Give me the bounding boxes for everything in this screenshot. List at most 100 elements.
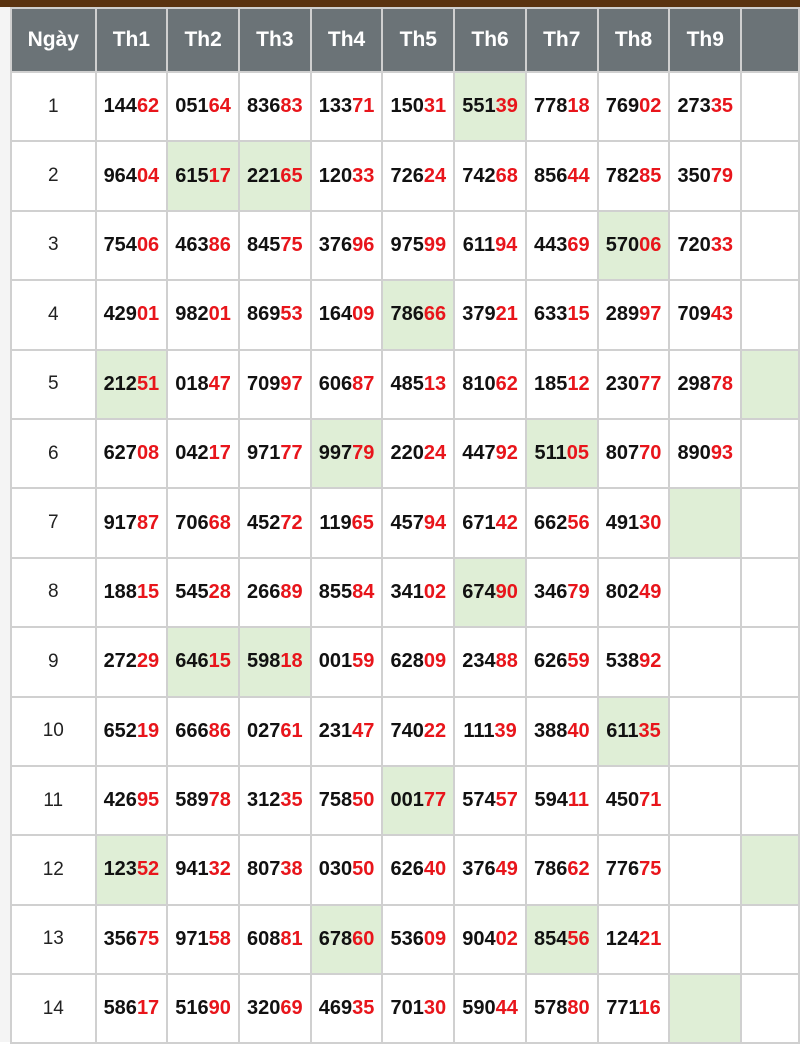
result-cell: 37696 xyxy=(309,209,384,282)
number-tail: 78 xyxy=(710,372,734,395)
result-cell: 57006 xyxy=(596,209,671,282)
result-cell: 59818 xyxy=(237,626,312,698)
number-tail: 01 xyxy=(136,303,160,326)
result-cell: 26689 xyxy=(237,556,312,629)
results-table: Ngày Th1 Th2 Th3 Th4 Th5 Th6 Th7 Th8 Th9 1 14462 05… xyxy=(10,7,800,1044)
number-tail: 56 xyxy=(567,511,590,534)
result-cell: 57880 xyxy=(524,973,599,1044)
result-cell: 46386 xyxy=(166,209,240,282)
number-head: 485 xyxy=(390,372,424,395)
result-cell: 85584 xyxy=(309,556,384,629)
number-head: 536 xyxy=(390,927,424,950)
result-cell: 42901 xyxy=(94,279,169,351)
number-tail: 90 xyxy=(208,997,231,1020)
number-tail: 69 xyxy=(567,233,590,256)
result-cell: 85456 xyxy=(524,903,599,976)
result-cell xyxy=(668,834,743,906)
result-cell: 66256 xyxy=(524,487,599,559)
result-cell: 96404 xyxy=(94,140,169,212)
result-cell: 86953 xyxy=(237,279,312,351)
number-head: 590 xyxy=(462,997,496,1020)
table-row: 13 35675 97158 60881 67860 53609 90402 85456 124… xyxy=(10,903,800,976)
number-head: 606 xyxy=(318,372,353,395)
number-head: 633 xyxy=(533,303,568,326)
number-tail: 16 xyxy=(638,997,661,1020)
number-head: 212 xyxy=(103,372,137,395)
result-cell: 94132 xyxy=(166,834,240,906)
table-row: 1 14462 05164 83683 13371 15031 55139 77818 7690… xyxy=(10,70,800,143)
number-tail: 02 xyxy=(495,927,518,950)
result-cell: 90402 xyxy=(453,903,527,976)
number-head: 807 xyxy=(247,858,281,881)
number-tail: 90 xyxy=(495,580,518,603)
result-cell: 75850 xyxy=(309,764,384,837)
number-tail: 92 xyxy=(639,650,662,673)
number-head: 626 xyxy=(390,858,424,881)
result-cell: 11965 xyxy=(309,487,384,559)
number-tail: 87 xyxy=(136,511,160,534)
table-row: 7 91787 70668 45272 11965 45794 67142 66256 4913… xyxy=(10,487,800,559)
result-cell xyxy=(740,70,800,143)
number-head: 611 xyxy=(462,233,496,256)
result-cell: 75406 xyxy=(94,209,169,282)
number-tail: 95 xyxy=(136,789,160,812)
number-head: 185 xyxy=(533,372,568,395)
number-head: 666 xyxy=(175,719,209,742)
number-tail: 49 xyxy=(639,580,662,603)
number-head: 836 xyxy=(247,95,281,118)
result-cell: 66686 xyxy=(166,695,240,767)
number-tail: 39 xyxy=(494,719,517,742)
number-head: 578 xyxy=(533,997,568,1020)
result-cell: 58617 xyxy=(94,973,169,1044)
number-tail: 87 xyxy=(352,372,375,395)
result-cell: 83683 xyxy=(237,70,312,143)
number-tail: 43 xyxy=(710,303,734,326)
number-tail: 97 xyxy=(280,372,303,395)
result-cell: 51690 xyxy=(166,973,240,1044)
result-cell: 97158 xyxy=(166,903,240,976)
number-head: 615 xyxy=(175,164,209,187)
number-tail: 15 xyxy=(208,650,231,673)
result-cell: 13371 xyxy=(309,70,384,143)
result-cell xyxy=(740,903,800,976)
number-tail: 09 xyxy=(423,927,447,950)
number-head: 890 xyxy=(677,442,711,465)
result-cell: 74022 xyxy=(381,695,456,767)
number-tail: 44 xyxy=(567,164,590,187)
number-tail: 79 xyxy=(710,164,734,187)
number-tail: 35 xyxy=(352,997,375,1020)
result-cell xyxy=(740,973,800,1044)
number-head: 570 xyxy=(605,233,640,256)
table-row: 11 42695 58978 31235 75850 00177 57457 59411 450… xyxy=(10,764,800,837)
result-cell: 45272 xyxy=(237,487,312,559)
result-cell: 18512 xyxy=(524,348,599,420)
result-cell: 27335 xyxy=(668,70,743,143)
number-tail: 62 xyxy=(495,372,518,395)
number-tail: 35 xyxy=(710,95,734,118)
result-cell: 00177 xyxy=(381,764,456,837)
number-head: 511 xyxy=(534,442,567,465)
number-head: 807 xyxy=(605,442,640,465)
number-head: 341 xyxy=(390,580,424,603)
number-tail: 11 xyxy=(567,789,590,812)
number-tail: 04 xyxy=(136,164,160,187)
number-tail: 09 xyxy=(423,650,447,673)
number-tail: 61 xyxy=(280,719,303,742)
number-tail: 09 xyxy=(352,303,375,326)
number-head: 904 xyxy=(462,927,496,950)
result-cell: 67142 xyxy=(453,487,527,559)
number-tail: 50 xyxy=(352,789,375,812)
number-tail: 05 xyxy=(566,442,590,465)
table-row: 10 65219 66686 02761 23147 74022 11139 38840 611… xyxy=(10,695,800,767)
number-head: 754 xyxy=(103,233,137,256)
number-tail: 65 xyxy=(351,511,374,534)
result-cell: 23077 xyxy=(596,348,671,420)
number-tail: 28 xyxy=(208,580,231,603)
number-head: 742 xyxy=(462,164,496,187)
number-tail: 85 xyxy=(639,164,662,187)
result-cell: 12421 xyxy=(596,903,671,976)
result-cell: 80249 xyxy=(596,556,671,629)
number-head: 674 xyxy=(462,580,496,603)
result-cell: 84575 xyxy=(237,209,312,282)
number-head: 234 xyxy=(462,650,496,673)
